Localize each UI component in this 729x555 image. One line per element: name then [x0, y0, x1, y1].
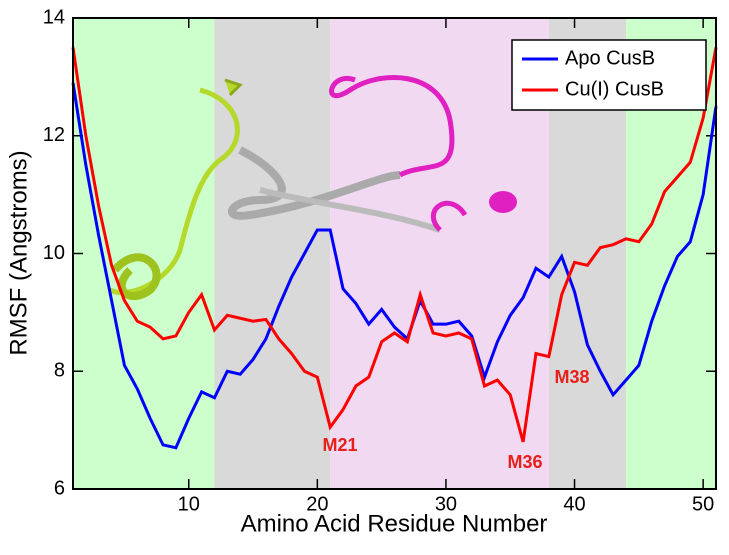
y-tick-label: 12: [43, 124, 65, 146]
series-line: [71, 47, 718, 443]
sheet: [227, 146, 401, 220]
legend-label: Cu(I) CusB: [565, 78, 664, 100]
annotation: M38: [554, 367, 589, 387]
series-line: [71, 82, 718, 450]
x-axis-label: Amino Acid Residue Number: [241, 510, 548, 537]
loop: [329, 75, 468, 232]
region: [214, 18, 331, 489]
arrow-head: [224, 78, 243, 97]
region: [73, 18, 215, 489]
x-tick-label: 50: [692, 493, 714, 515]
copper-ion: [489, 191, 517, 213]
legend: [511, 39, 707, 111]
annotation: M36: [507, 452, 542, 472]
x-tick-label: 10: [178, 493, 200, 515]
y-tick-label: 8: [54, 360, 65, 382]
y-axis-label: RMSF (Angstroms): [5, 150, 32, 355]
y-tick-label: 10: [43, 242, 65, 264]
sheet: [259, 187, 441, 233]
y-tick-label: 6: [54, 477, 65, 499]
plot-frame: [72, 17, 717, 490]
x-tick-label: 40: [563, 493, 585, 515]
y-tick-label: 14: [43, 6, 65, 28]
legend-label: Apo CusB: [565, 47, 655, 69]
x-tick-label: 30: [435, 493, 457, 515]
helix: [111, 253, 161, 300]
protein-illustration: [108, 75, 517, 300]
x-tick-label: 20: [306, 493, 328, 515]
annotation: M21: [322, 435, 357, 455]
